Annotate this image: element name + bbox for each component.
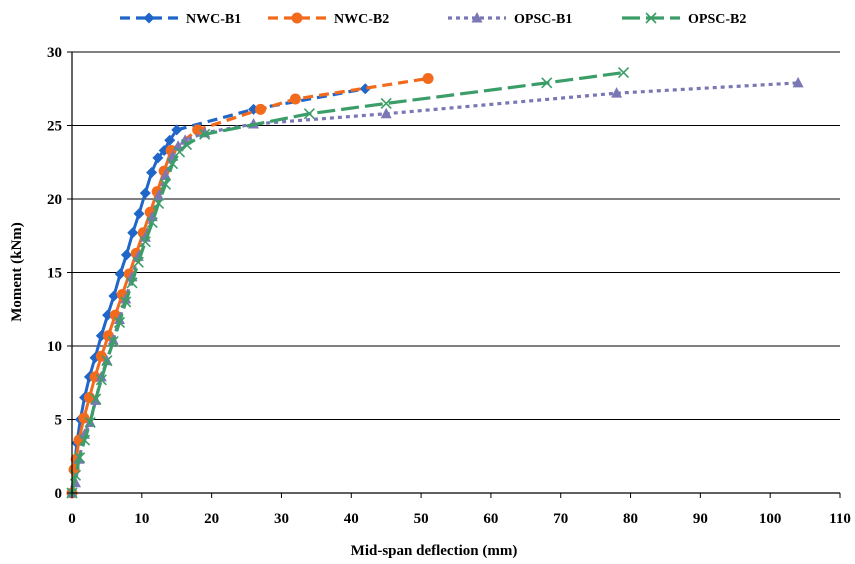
nwc-b1-point-10 bbox=[114, 268, 126, 280]
opsc-b2-point-5 bbox=[90, 393, 102, 405]
nwc-b1-point-11 bbox=[120, 249, 132, 261]
y-tick-label-0: 0 bbox=[55, 486, 63, 502]
nwc-b1-point-21 bbox=[359, 83, 371, 95]
opsc-b2-point-7 bbox=[101, 355, 113, 367]
opsc-b2-point-19 bbox=[180, 139, 193, 151]
opsc-b1-point-16 bbox=[160, 169, 172, 180]
legend-label-opsc-b1: OPSC-B1 bbox=[514, 12, 572, 27]
y-axis-title: Moment (kNm) bbox=[9, 222, 25, 322]
axes: 0 5 10 15 20 25 30 0 10 20 30 40 50 60 70 80 90 100 110 bbox=[47, 45, 851, 527]
opsc-b2-point-22 bbox=[380, 97, 392, 110]
opsc-b2-point-9 bbox=[113, 316, 126, 329]
x-tick-label-11: 110 bbox=[829, 511, 851, 527]
series-layer bbox=[66, 67, 804, 499]
y-tick-label-1: 5 bbox=[55, 413, 63, 429]
x-tick-label-0: 0 bbox=[68, 511, 76, 527]
opsc-b1-point-22 bbox=[380, 107, 392, 119]
opsc-b2-point-3 bbox=[79, 434, 91, 446]
x-tick-label-4: 40 bbox=[344, 511, 359, 527]
x-axis-title: Mid-span deflection (mm) bbox=[351, 543, 518, 559]
nwc-b2-point-7 bbox=[95, 350, 107, 362]
opsc-b1-point-23 bbox=[611, 87, 623, 98]
nwc-b1-point-14 bbox=[139, 187, 151, 199]
gridlines bbox=[72, 51, 840, 420]
y-tick-label-2: 10 bbox=[47, 339, 62, 355]
series-nwc-b1 bbox=[66, 83, 371, 499]
opsc-b2-point-16 bbox=[159, 178, 172, 190]
nwc-b2-point-18 bbox=[192, 124, 204, 136]
nwc-b1-line bbox=[176, 87, 366, 132]
x-tick-label-1: 10 bbox=[134, 511, 149, 527]
nwc-b2-point-21 bbox=[422, 72, 434, 84]
nwc-b1-point-19 bbox=[171, 124, 183, 136]
opsc-b2-point-15 bbox=[153, 197, 165, 209]
legend-item-opsc-b2: OPSC-B2 bbox=[622, 12, 746, 27]
nwc-b1-point-16 bbox=[152, 152, 164, 164]
x-tick-label-2: 20 bbox=[204, 511, 219, 527]
y-tick-label-6: 30 bbox=[47, 45, 62, 61]
series-opsc-b1 bbox=[66, 76, 804, 498]
nwc-b1-point-8 bbox=[102, 309, 114, 321]
opsc-b2-point-11 bbox=[126, 277, 138, 289]
nwc-b2-point-4 bbox=[78, 412, 90, 424]
nwc-b1-point-12 bbox=[127, 227, 139, 239]
x-tick-label-3: 30 bbox=[274, 511, 289, 527]
x-tick-label-6: 60 bbox=[483, 511, 498, 527]
x-tick-label-5: 50 bbox=[414, 511, 429, 527]
nwc-b1-point-18 bbox=[164, 134, 176, 146]
legend-marker-nwc-b2 bbox=[291, 12, 303, 24]
x-tick-label-8: 80 bbox=[623, 511, 638, 527]
opsc-b2-point-8 bbox=[107, 336, 119, 348]
nwc-b2-point-20 bbox=[289, 93, 301, 105]
opsc-b1-point-14 bbox=[146, 210, 158, 222]
opsc-b2-line bbox=[70, 70, 624, 494]
series-opsc-b2 bbox=[66, 67, 630, 499]
x-tick-label-10: 100 bbox=[759, 511, 782, 527]
opsc-b2-point-13 bbox=[139, 236, 151, 248]
nwc-b1-point-15 bbox=[146, 167, 158, 179]
legend-marker-nwc-b1 bbox=[143, 12, 155, 24]
legend-item-nwc-b2: NWC-B2 bbox=[268, 12, 389, 27]
opsc-b2-point-20 bbox=[199, 128, 211, 140]
legend-item-opsc-b1: OPSC-B1 bbox=[448, 12, 572, 27]
opsc-b2-point-24 bbox=[617, 67, 630, 79]
opsc-b2-point-12 bbox=[132, 256, 144, 268]
opsc-b2-point-4 bbox=[84, 416, 96, 429]
legend-label-nwc-b1: NWC-B1 bbox=[186, 12, 241, 27]
legend-label-nwc-b2: NWC-B2 bbox=[334, 12, 389, 27]
y-tick-label-4: 20 bbox=[47, 192, 62, 208]
nwc-b1-point-9 bbox=[108, 290, 120, 302]
legend-label-opsc-b2: OPSC-B2 bbox=[688, 12, 746, 27]
opsc-b2-point-14 bbox=[146, 216, 158, 229]
opsc-b2-point-6 bbox=[95, 374, 107, 386]
opsc-b2-point-2 bbox=[74, 452, 86, 464]
series-nwc-b2 bbox=[66, 72, 434, 499]
nwc-b2-point-19 bbox=[255, 103, 267, 115]
legend: NWC-B1 NWC-B2 OPSC-B1 OPSC-B2 bbox=[120, 12, 746, 27]
legend-item-nwc-b1: NWC-B1 bbox=[120, 12, 241, 27]
y-tick-label-5: 25 bbox=[47, 119, 62, 135]
x-tick-label-7: 70 bbox=[553, 511, 568, 527]
x-tick-label-9: 90 bbox=[693, 511, 708, 527]
opsc-b1-point-15 bbox=[153, 190, 165, 201]
opsc-b2-point-17 bbox=[166, 158, 179, 170]
y-tick-label-3: 15 bbox=[47, 266, 62, 282]
opsc-b2-point-21 bbox=[303, 108, 315, 120]
legend-marker-opsc-b2 bbox=[645, 12, 657, 24]
legend-marker-opsc-b1 bbox=[471, 12, 483, 23]
opsc-b2-point-10 bbox=[120, 296, 132, 308]
opsc-b2-point-23 bbox=[541, 77, 553, 89]
opsc-b1-point-24 bbox=[792, 76, 804, 88]
nwc-b1-point-13 bbox=[133, 208, 145, 220]
